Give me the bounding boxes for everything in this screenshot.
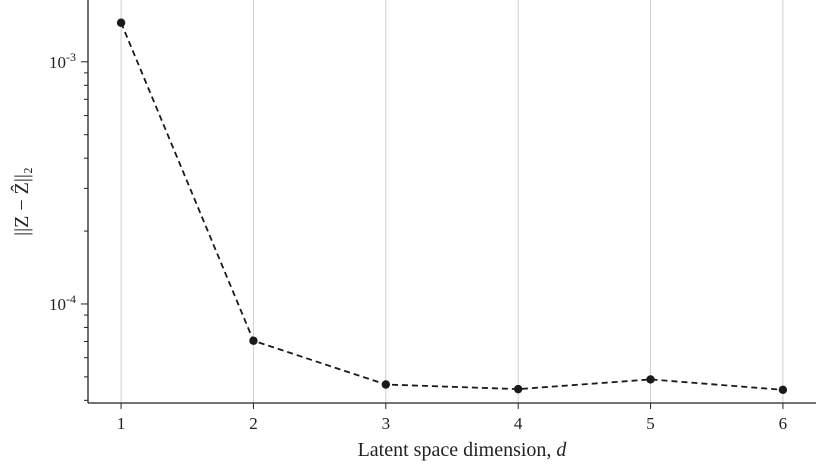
x-axis-label-text: Latent space dimension,: [358, 439, 557, 461]
data-point-d3: [381, 380, 391, 389]
y-tick-label: 10-3: [49, 50, 76, 72]
y-tick-label-base: 10: [49, 53, 66, 72]
y-tick-label: 10-4: [49, 292, 76, 314]
x-tick-label: 2: [249, 414, 258, 433]
x-axis-label-variable: d: [556, 439, 567, 461]
y-tick-label-exponent: -4: [66, 292, 76, 306]
axis-ticks: [81, 61, 784, 409]
y-axis-label: ||Z − Ẑ||₂: [10, 167, 33, 236]
y-tick-label-exponent: -3: [66, 50, 76, 64]
x-tick-label: 4: [514, 414, 523, 433]
x-tick-label: 5: [646, 414, 655, 433]
x-tick-label: 3: [382, 414, 391, 433]
data-point-d2: [249, 336, 258, 345]
series-line-0: [120, 22, 783, 391]
x-axis-label: Latent space dimension, d: [358, 439, 568, 461]
x-tick-label: 6: [779, 414, 788, 433]
axes-spines: [87, 0, 816, 404]
x-tick-label: 1: [117, 414, 126, 433]
data-point-d4: [513, 384, 523, 394]
y-tick-label-base: 10: [49, 295, 66, 314]
data-point-d5: [646, 375, 655, 384]
data-point-d6: [778, 385, 788, 395]
grid-layer: [120, 0, 784, 403]
series-layer: [116, 18, 788, 395]
data-point-d1: [116, 18, 126, 27]
